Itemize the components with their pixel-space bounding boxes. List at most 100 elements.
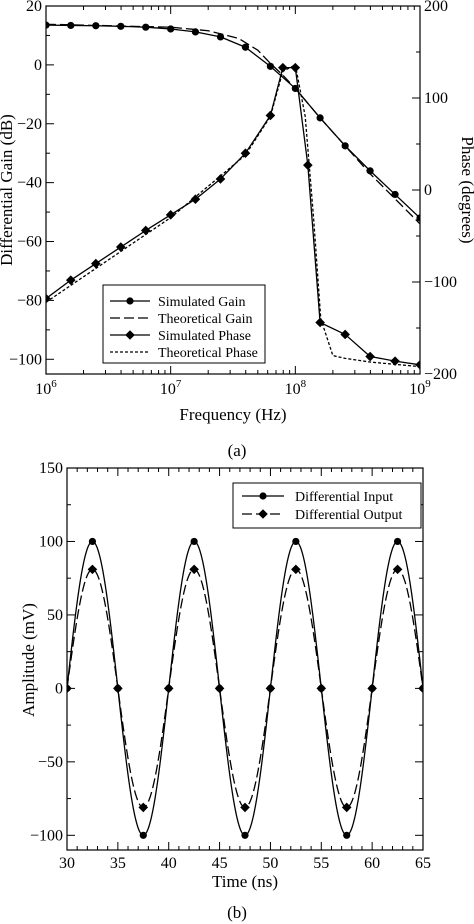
data-point-simulated-phase bbox=[303, 160, 313, 170]
data-point-simulated-gain bbox=[241, 43, 250, 51]
y-tick-label: −80 bbox=[17, 292, 42, 309]
data-point-simulated-phase bbox=[140, 225, 151, 236]
x-tick-label: 65 bbox=[415, 855, 431, 872]
x-tick-label: 109 bbox=[409, 378, 431, 398]
data-point-simulated-phase bbox=[365, 351, 375, 362]
y-tick-label: −50 bbox=[38, 754, 63, 771]
data-point-differential-output bbox=[291, 564, 301, 575]
x-tick-label: 45 bbox=[212, 855, 228, 872]
plot-frame-b bbox=[66, 467, 424, 851]
data-point-differential-output bbox=[189, 564, 199, 575]
data-point-simulated-phase bbox=[190, 194, 201, 204]
data-point-differential-output bbox=[214, 683, 225, 694]
y-tick-label: 0 bbox=[55, 680, 63, 697]
x-tick-label: 106 bbox=[35, 378, 57, 398]
x-tick-label: 107 bbox=[160, 378, 182, 398]
data-point-differential-output bbox=[138, 802, 149, 813]
data-point-differential-output bbox=[367, 683, 377, 694]
data-point-differential-output bbox=[392, 564, 403, 575]
data-point-differential-output bbox=[316, 683, 327, 694]
data-point-simulated-phase bbox=[115, 242, 126, 252]
x-tick-label: 40 bbox=[161, 855, 177, 872]
x-axis-title-frequency: Frequency (Hz) bbox=[179, 405, 286, 424]
legend-label-theoretical-phase: Theoretical Phase bbox=[158, 346, 258, 361]
data-point-simulated-gain bbox=[191, 28, 200, 36]
y-tick-label: −100 bbox=[9, 351, 42, 368]
legend-marker-differential-input bbox=[259, 492, 267, 500]
x-tick-label: 35 bbox=[110, 855, 126, 872]
data-point-differential-input bbox=[241, 831, 249, 839]
y-tick-label: 100 bbox=[39, 533, 63, 550]
y-tick-label: 0 bbox=[34, 57, 42, 74]
data-point-differential-output bbox=[113, 683, 123, 694]
legend-label-differential-input: Differential Input bbox=[295, 490, 393, 505]
legend-label-simulated-gain: Simulated Gain bbox=[158, 295, 246, 310]
data-point-simulated-gain bbox=[216, 33, 225, 41]
x-tick-label: 30 bbox=[59, 855, 75, 872]
series-line-theoretical-phase bbox=[46, 64, 420, 368]
x-tick-label: 108 bbox=[285, 378, 307, 398]
series-line-simulated-gain bbox=[46, 24, 420, 219]
data-point-differential-output bbox=[341, 802, 352, 813]
data-point-simulated-phase bbox=[240, 148, 251, 158]
y-tick-label: −60 bbox=[17, 234, 42, 251]
legend-marker-simulated-gain bbox=[126, 297, 134, 305]
legend-label-differential-output: Differential Output bbox=[295, 508, 403, 523]
data-point-simulated-gain bbox=[46, 21, 50, 29]
x-tick-label: 60 bbox=[364, 855, 380, 872]
data-point-simulated-gain bbox=[266, 62, 275, 70]
data-point-differential-input bbox=[292, 537, 300, 546]
y-tick-label: −40 bbox=[17, 175, 42, 192]
legend-marker-simulated-phase bbox=[125, 330, 135, 340]
y2-tick-label: −200 bbox=[424, 366, 457, 383]
caption-a: (a) bbox=[228, 441, 247, 460]
y2-tick-label: 0 bbox=[424, 182, 432, 199]
series-line-theoretical-gain bbox=[46, 23, 420, 225]
data-point-simulated-phase bbox=[91, 258, 101, 269]
data-point-simulated-phase bbox=[415, 360, 420, 370]
y-axis-title-gain: Differential Gain (dB) bbox=[0, 114, 16, 266]
y-tick-label: 150 bbox=[39, 460, 63, 477]
data-point-simulated-phase bbox=[165, 210, 176, 220]
x-tick-label: 50 bbox=[262, 855, 278, 872]
data-point-differential-input bbox=[343, 831, 351, 839]
data-point-differential-output bbox=[163, 683, 174, 694]
data-point-differential-input bbox=[393, 537, 402, 546]
caption-b: (b) bbox=[227, 903, 247, 922]
x-axis-title-time: Time (ns) bbox=[212, 872, 278, 891]
data-point-simulated-gain bbox=[67, 21, 75, 30]
data-point-differential-input bbox=[88, 537, 97, 546]
y2-tick-label: 200 bbox=[424, 0, 448, 15]
y2-axis-title-phase: Phase (degrees) bbox=[458, 136, 474, 243]
series-line-simulated-phase bbox=[46, 66, 420, 366]
data-point-simulated-phase bbox=[390, 356, 400, 366]
data-point-simulated-phase bbox=[65, 275, 76, 285]
data-point-simulated-gain bbox=[416, 214, 420, 222]
y-tick-label: 20 bbox=[26, 0, 42, 15]
x-tick-label: 55 bbox=[313, 855, 329, 872]
legend-label-theoretical-gain: Theoretical Gain bbox=[158, 312, 252, 327]
data-point-simulated-phase bbox=[215, 174, 226, 184]
data-point-differential-output bbox=[265, 683, 276, 694]
legend-a: Simulated Gain Theoretical Gain Simulated … bbox=[102, 284, 266, 364]
legend-label-simulated-phase: Simulated Phase bbox=[158, 329, 251, 344]
y2-tick-label: −100 bbox=[424, 274, 457, 291]
panel-a-gain-phase-chart: 106 107 108 109200−20−40−60−80−1002001000−1… bbox=[0, 0, 474, 460]
data-point-simulated-phase bbox=[315, 317, 325, 328]
y2-tick-label: 100 bbox=[424, 90, 448, 107]
panel-b-time-domain-chart: 30 35 40 45 50 55 60 65 150 100 50 0 −50 −100 Differe… bbox=[19, 460, 431, 922]
legend-marker-differential-output bbox=[258, 509, 268, 519]
data-point-simulated-phase bbox=[340, 329, 350, 340]
y-tick-label: 50 bbox=[47, 607, 63, 624]
data-point-simulated-gain bbox=[167, 25, 175, 33]
data-point-differential-input bbox=[139, 831, 147, 839]
y-tick-label: −100 bbox=[30, 827, 63, 844]
data-point-differential-output bbox=[240, 802, 250, 813]
data-point-differential-output bbox=[87, 564, 98, 575]
y-tick-label: −20 bbox=[17, 116, 42, 133]
data-point-simulated-phase bbox=[278, 62, 288, 73]
legend-box bbox=[232, 482, 422, 529]
legend-b: Differential Input Differential Output bbox=[232, 482, 422, 529]
y-axis-title-amplitude: Amplitude (mV) bbox=[19, 603, 38, 717]
